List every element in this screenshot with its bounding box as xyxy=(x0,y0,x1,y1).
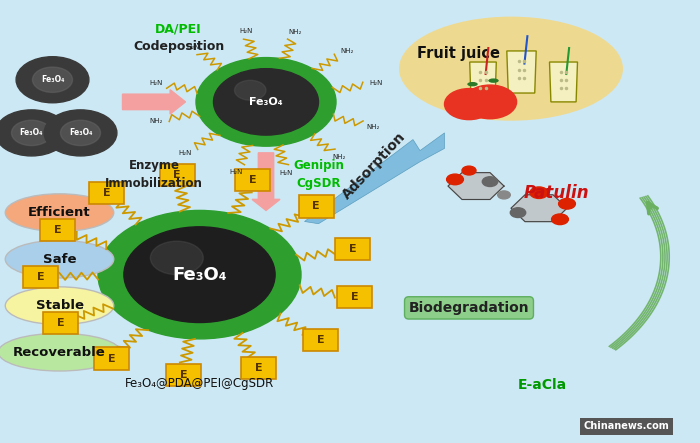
Circle shape xyxy=(60,120,101,146)
Text: Genipin
CgSDR: Genipin CgSDR xyxy=(293,159,344,190)
Text: H₂N: H₂N xyxy=(178,150,192,156)
Circle shape xyxy=(552,214,568,225)
Circle shape xyxy=(16,57,89,103)
Circle shape xyxy=(196,58,336,146)
Text: E: E xyxy=(351,292,358,302)
Ellipse shape xyxy=(6,240,113,278)
Text: Enzyme
Immobilization: Enzyme Immobilization xyxy=(105,159,203,190)
Circle shape xyxy=(462,166,476,175)
Text: E: E xyxy=(316,335,324,345)
Text: E: E xyxy=(255,363,262,373)
Text: Fe₃O₄: Fe₃O₄ xyxy=(41,75,64,84)
Text: DA/PEI: DA/PEI xyxy=(155,22,202,35)
Text: H₂N: H₂N xyxy=(230,169,243,175)
FancyBboxPatch shape xyxy=(303,329,338,351)
Polygon shape xyxy=(304,133,444,224)
Circle shape xyxy=(498,191,510,199)
Text: Fe₃O₄: Fe₃O₄ xyxy=(69,128,92,137)
Text: H₂N: H₂N xyxy=(279,170,293,176)
Text: E: E xyxy=(249,175,257,185)
Text: NH₂: NH₂ xyxy=(289,29,302,35)
Text: H₂N: H₂N xyxy=(149,80,162,86)
Text: NH₂: NH₂ xyxy=(367,124,380,130)
Text: H₂N: H₂N xyxy=(370,80,383,86)
Text: NH₂: NH₂ xyxy=(149,117,162,124)
Circle shape xyxy=(482,177,498,187)
Text: Adsorption: Adsorption xyxy=(340,130,409,202)
Text: NH₂: NH₂ xyxy=(332,154,346,160)
Circle shape xyxy=(530,187,548,198)
Text: H₂N: H₂N xyxy=(186,43,200,50)
Text: E: E xyxy=(103,188,111,198)
Text: Patulin: Patulin xyxy=(524,184,589,202)
Circle shape xyxy=(559,198,575,209)
Text: H₂N: H₂N xyxy=(239,28,253,34)
Ellipse shape xyxy=(6,287,113,324)
Circle shape xyxy=(463,85,517,119)
Ellipse shape xyxy=(468,82,478,86)
Text: E: E xyxy=(349,244,357,254)
FancyBboxPatch shape xyxy=(337,286,372,308)
Text: Fe₃O₄: Fe₃O₄ xyxy=(20,128,43,137)
Text: Efficient: Efficient xyxy=(28,206,91,219)
Ellipse shape xyxy=(0,334,120,371)
Ellipse shape xyxy=(6,194,113,231)
FancyBboxPatch shape xyxy=(299,195,334,218)
Circle shape xyxy=(11,120,52,146)
Text: Safe: Safe xyxy=(43,253,76,266)
Text: Fe₃O₄@PDA@PEI@CgSDR: Fe₃O₄@PDA@PEI@CgSDR xyxy=(125,377,274,390)
Text: E: E xyxy=(108,354,116,364)
FancyBboxPatch shape xyxy=(160,164,195,186)
Polygon shape xyxy=(550,62,578,102)
Text: NH₂: NH₂ xyxy=(340,48,354,54)
Circle shape xyxy=(124,227,275,323)
Ellipse shape xyxy=(399,17,623,121)
Circle shape xyxy=(447,174,463,185)
Text: E: E xyxy=(53,225,61,235)
Circle shape xyxy=(98,210,301,339)
FancyBboxPatch shape xyxy=(335,237,370,260)
FancyBboxPatch shape xyxy=(43,312,78,334)
Text: Fruit juice: Fruit juice xyxy=(417,46,500,61)
FancyBboxPatch shape xyxy=(89,182,124,204)
Circle shape xyxy=(214,69,318,135)
FancyArrow shape xyxy=(122,89,186,114)
Text: E: E xyxy=(312,202,320,211)
FancyBboxPatch shape xyxy=(166,364,201,386)
Circle shape xyxy=(234,80,266,100)
FancyBboxPatch shape xyxy=(241,357,276,379)
Text: Recoverable: Recoverable xyxy=(13,346,106,359)
FancyBboxPatch shape xyxy=(23,266,58,288)
Circle shape xyxy=(510,208,526,218)
Text: Biodegradation: Biodegradation xyxy=(409,301,529,315)
Text: Fe₃O₄: Fe₃O₄ xyxy=(172,266,227,284)
Circle shape xyxy=(44,110,117,156)
Text: E: E xyxy=(57,318,64,328)
Text: Codeposition: Codeposition xyxy=(133,40,224,53)
Circle shape xyxy=(150,241,203,275)
Ellipse shape xyxy=(489,78,498,83)
Text: E: E xyxy=(180,370,188,380)
Polygon shape xyxy=(448,173,504,199)
FancyBboxPatch shape xyxy=(94,347,130,369)
FancyBboxPatch shape xyxy=(235,169,270,191)
Circle shape xyxy=(32,67,73,93)
Polygon shape xyxy=(511,195,567,222)
Circle shape xyxy=(0,110,68,156)
Text: Chinanews.com: Chinanews.com xyxy=(584,421,669,431)
Text: E: E xyxy=(37,272,44,282)
FancyArrow shape xyxy=(252,153,280,210)
Text: Stable: Stable xyxy=(36,299,83,312)
Text: E-aCla: E-aCla xyxy=(518,378,567,392)
Polygon shape xyxy=(507,51,536,93)
Text: E: E xyxy=(174,170,181,180)
FancyBboxPatch shape xyxy=(40,219,75,241)
Text: Fe₃O₄: Fe₃O₄ xyxy=(249,97,283,107)
Polygon shape xyxy=(470,62,496,102)
Circle shape xyxy=(444,89,493,120)
